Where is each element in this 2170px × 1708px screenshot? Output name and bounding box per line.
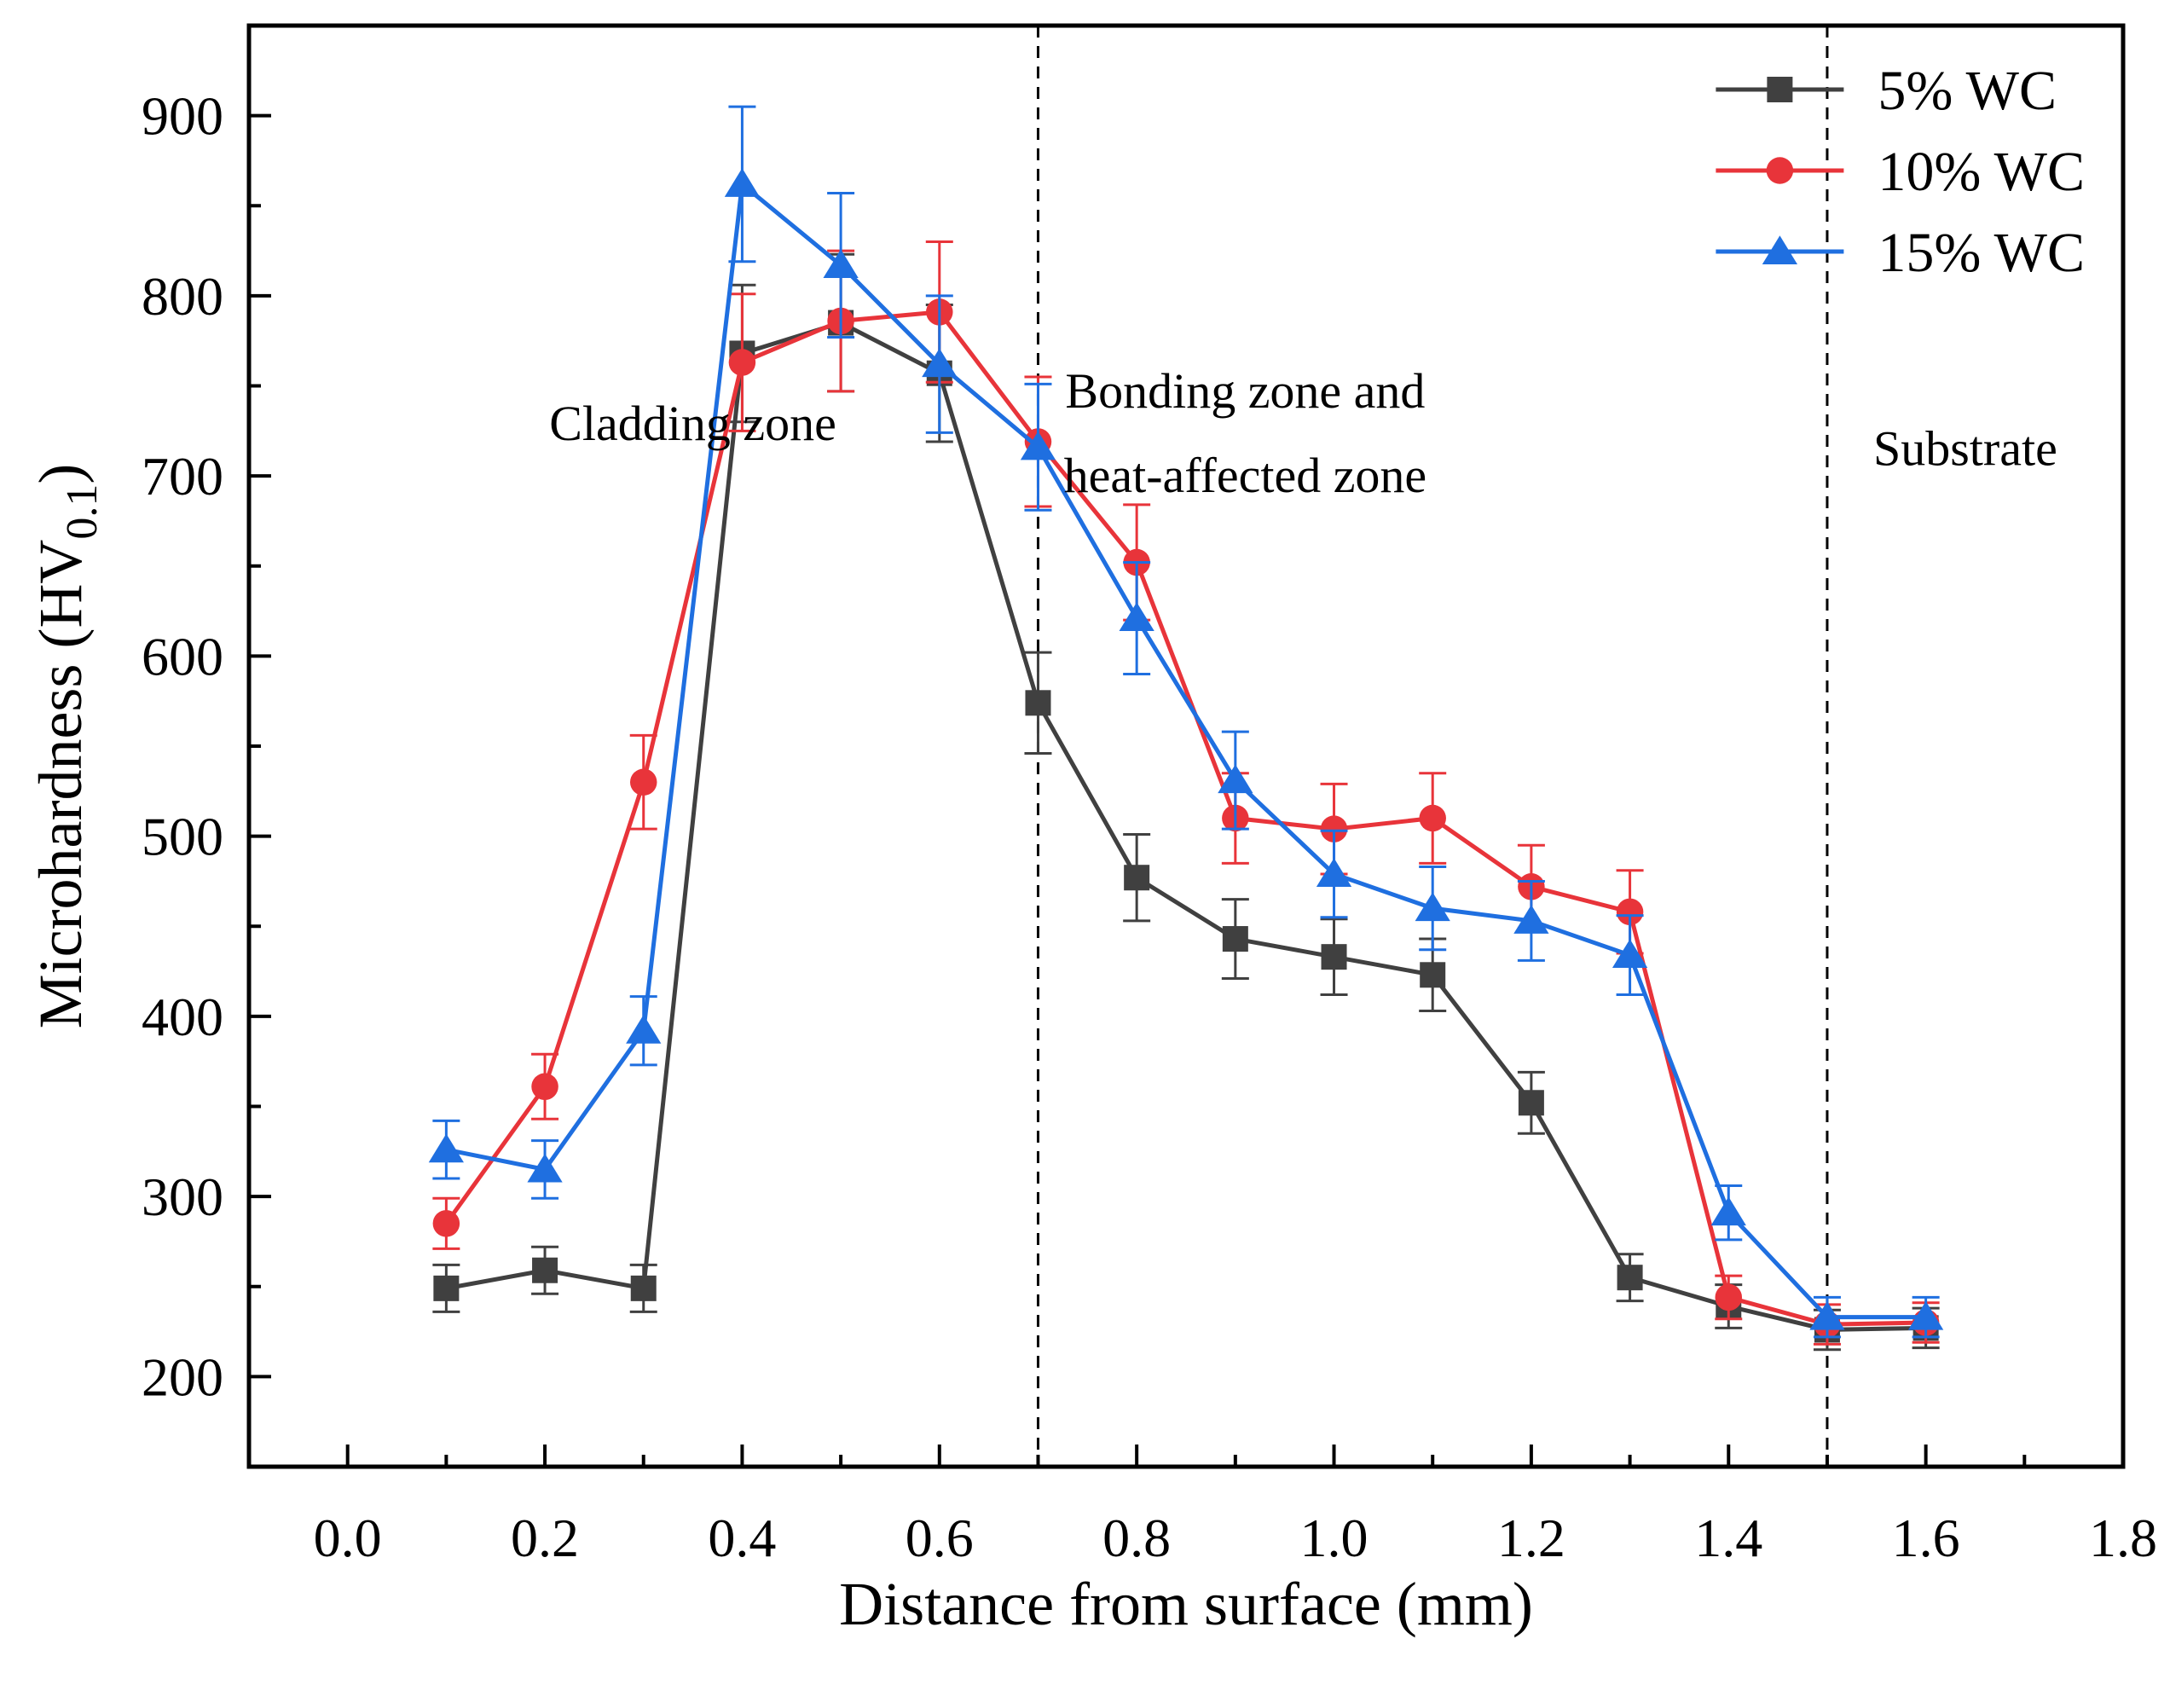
data-point	[724, 168, 761, 197]
data-point	[1419, 804, 1446, 832]
legend-label: 10% WC	[1878, 141, 2085, 203]
data-point	[1617, 1265, 1643, 1291]
x-tick-label: 0.0	[314, 1508, 382, 1568]
series-10pct-wc	[432, 240, 1940, 1346]
data-point	[532, 1257, 558, 1283]
data-point	[1124, 865, 1150, 891]
data-point	[1321, 944, 1347, 970]
series-line	[445, 180, 1926, 1320]
y-axis-ticks: 200 300 400 500 600 700 800 900	[142, 24, 271, 1468]
data-point	[630, 1275, 657, 1301]
y-tick-label: 800	[142, 266, 223, 327]
y-axis-title: Microhardness (HV0.1)	[26, 464, 107, 1029]
y-axis-title-subscript: 0.1	[58, 484, 107, 540]
data-point	[626, 1015, 662, 1044]
x-tick-label: 1.6	[1892, 1508, 1960, 1568]
y-tick-label: 700	[142, 446, 223, 507]
series-line	[444, 310, 1926, 1327]
legend-marker	[1762, 235, 1798, 264]
series-15pct-wc	[428, 105, 1944, 1339]
data-point	[531, 1073, 558, 1101]
series-layer	[428, 105, 1944, 1352]
series-line	[445, 320, 1926, 1332]
zone-annotation: Cladding zone	[549, 396, 836, 451]
data-point	[1316, 858, 1352, 887]
data-point	[1710, 1196, 1746, 1226]
data-point	[1420, 962, 1446, 988]
data-point	[428, 1133, 464, 1163]
y-tick-label: 300	[142, 1167, 223, 1227]
zone-annotation: Substrate	[1873, 420, 2057, 476]
y-tick-label: 500	[142, 807, 223, 867]
data-point	[1612, 939, 1648, 969]
zone-dividers	[1036, 26, 1829, 1467]
data-point	[432, 1210, 460, 1237]
x-tick-label: 1.2	[1497, 1508, 1565, 1568]
data-point	[1616, 898, 1644, 926]
y-tick-label: 900	[142, 86, 223, 147]
x-tick-label: 1.8	[2089, 1508, 2157, 1568]
legend: 5% WC 10% WC 15% WC	[1716, 60, 2085, 284]
data-point	[1518, 1090, 1544, 1116]
y-tick-label: 200	[142, 1346, 223, 1407]
data-point	[433, 1275, 460, 1301]
data-point	[728, 349, 756, 376]
zone-annotation: Bonding zone and	[1065, 363, 1425, 419]
zone-annotation: heat-affected zone	[1064, 448, 1427, 503]
data-point	[1715, 1283, 1743, 1311]
x-axis-title: Distance from surface (mm)	[839, 1570, 1533, 1638]
data-point	[1809, 1300, 1845, 1330]
data-point	[1908, 1300, 1944, 1330]
data-point	[527, 1153, 563, 1183]
x-tick-label: 0.2	[511, 1508, 579, 1568]
y-axis-title-main: Microhardness (HV	[26, 540, 95, 1029]
legend-label: 5% WC	[1878, 60, 2057, 122]
data-point	[823, 249, 859, 278]
data-point	[1320, 815, 1348, 842]
zone-annotations: Cladding zone Bonding zone and heat-affect…	[549, 363, 2057, 503]
x-tick-label: 0.6	[906, 1508, 974, 1568]
data-point	[1222, 926, 1248, 952]
y-axis-title-close: )	[26, 464, 95, 484]
legend-marker	[1767, 77, 1793, 102]
legend-marker	[1766, 157, 1794, 184]
x-axis-ticks: 0.0 0.2 0.4 0.6 0.8 1.0 1.2 1.4 1.6 1.8	[314, 1445, 2157, 1568]
x-tick-label: 0.4	[708, 1508, 776, 1568]
x-tick-label: 1.0	[1300, 1508, 1369, 1568]
data-point	[1218, 764, 1253, 794]
y-tick-label: 400	[142, 987, 223, 1047]
data-point	[922, 348, 958, 378]
data-point	[1020, 431, 1056, 460]
data-point	[1415, 892, 1450, 922]
legend-label: 15% WC	[1878, 222, 2085, 284]
data-point	[1119, 602, 1154, 632]
plot-frame	[246, 23, 2126, 1469]
y-tick-label: 600	[142, 626, 223, 686]
data-point	[629, 768, 657, 796]
x-tick-label: 0.8	[1102, 1508, 1171, 1568]
data-point	[1513, 905, 1549, 934]
data-point	[1025, 690, 1051, 716]
x-tick-label: 1.4	[1694, 1508, 1762, 1568]
